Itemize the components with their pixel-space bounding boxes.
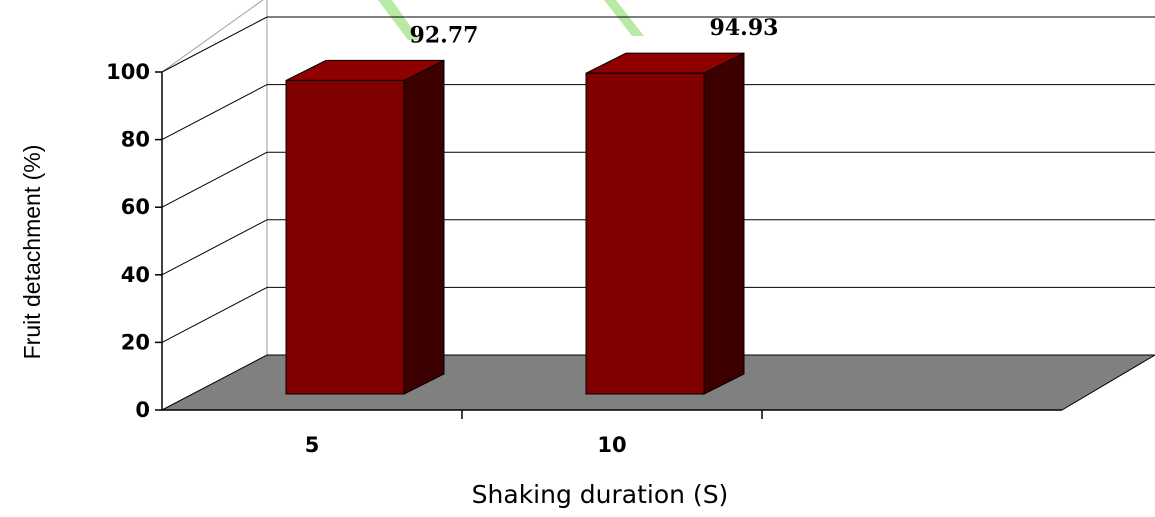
y-tick-label: 60 xyxy=(121,195,150,219)
y-tick-label: 100 xyxy=(106,60,150,84)
bar xyxy=(285,59,445,395)
side-wall-top-edge xyxy=(161,0,264,73)
x-tick-label: 10 xyxy=(597,433,626,457)
data-label: 94.93 xyxy=(710,15,779,41)
gridline-side xyxy=(161,16,268,73)
gridline-side xyxy=(161,84,268,141)
x-tick-labels: 5 10 xyxy=(305,433,627,457)
y-tick-label: 40 xyxy=(121,263,150,287)
y-axis-title: Fruit detachment (%) xyxy=(19,145,45,360)
y-tick-labels: 0 20 40 60 80 100 xyxy=(106,60,150,422)
x-axis-title: Shaking duration (S) xyxy=(472,480,729,509)
data-label: 92.77 xyxy=(410,22,479,48)
y-tick-label: 0 xyxy=(135,398,150,422)
bars xyxy=(285,52,745,395)
watermark-shape xyxy=(604,0,644,36)
gridline-side xyxy=(161,286,268,343)
gridline-side xyxy=(161,219,268,276)
y-tick-label: 80 xyxy=(121,128,150,152)
y-tick-label: 20 xyxy=(121,330,150,354)
data-labels: 92.77 94.93 xyxy=(410,15,779,48)
bar-front-face xyxy=(285,79,405,395)
bar-front-face xyxy=(585,72,705,395)
chart-axes xyxy=(155,71,1062,419)
chart-walls xyxy=(161,0,268,355)
gridline-side xyxy=(161,151,268,208)
watermark-decoration xyxy=(378,0,644,40)
bar-side-face xyxy=(703,52,745,395)
bar xyxy=(585,52,745,395)
bar-side-face xyxy=(403,59,445,395)
watermark-shape xyxy=(378,0,420,40)
x-tick-label: 5 xyxy=(305,433,320,457)
